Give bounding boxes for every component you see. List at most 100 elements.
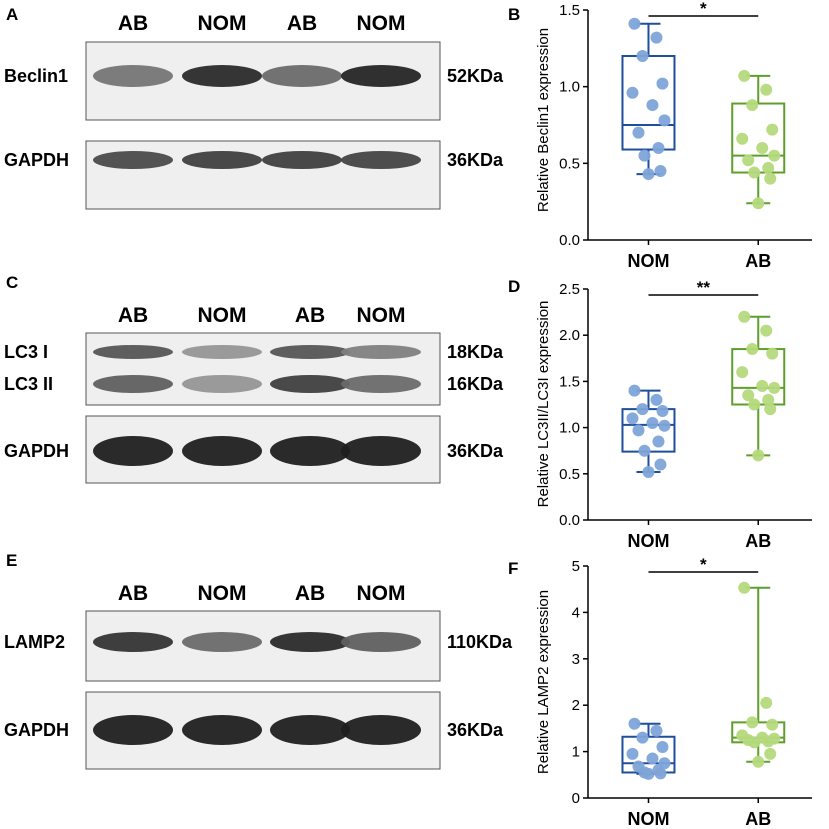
y-axis-label: Relative LC3II/LC3I expression [535, 301, 552, 508]
box-nom [621, 17, 676, 181]
data-point [742, 154, 755, 167]
panel-label-a: A [6, 5, 18, 24]
western-blots: AB NOM AB NOM Beclin1 52KDa GAPDH 36KDa AB NOM AB N… [4, 12, 513, 770]
data-point [768, 381, 781, 394]
data-point [746, 343, 759, 356]
data-point [654, 458, 667, 471]
panel-label-e: E [6, 551, 17, 570]
y-axis-label: Relative Beclin1 expression [535, 28, 552, 212]
blot-band [341, 345, 421, 359]
x-category-label: NOM [627, 251, 669, 271]
data-point [632, 126, 645, 139]
blot-band [270, 715, 350, 745]
blot-band [182, 345, 262, 359]
box-ab [731, 310, 786, 462]
y-tick-label: 0.0 [559, 512, 580, 529]
data-point [638, 149, 651, 162]
data-point [626, 747, 639, 760]
data-point [626, 86, 639, 99]
x-category-label: NOM [627, 809, 669, 829]
data-point [656, 740, 669, 753]
blot-band [182, 375, 262, 393]
data-point [654, 767, 667, 780]
box-ab [731, 581, 786, 768]
protein-label: GAPDH [4, 150, 69, 170]
data-point [628, 384, 641, 397]
lane-label: AB [295, 582, 325, 605]
blot-band [262, 65, 342, 87]
x-category-label: AB [745, 531, 771, 551]
data-point [764, 403, 777, 416]
x-category-label: AB [745, 809, 771, 829]
protein-label: LC3 I [4, 342, 48, 362]
data-point [628, 717, 641, 730]
data-point [746, 716, 759, 729]
protein-label: GAPDH [4, 441, 69, 461]
y-tick-label: 5 [572, 558, 580, 575]
y-tick-label: 1.5 [559, 2, 580, 19]
data-point [636, 403, 649, 416]
blot-panel-c: AB NOM AB NOM LC3 I 18KDa LC3 II 16KDa GAPDH 36KD… [4, 304, 504, 484]
blot-band [341, 632, 421, 652]
y-tick-label: 4 [572, 604, 580, 621]
y-tick-label: 0.5 [559, 466, 580, 483]
protein-label: LC3 II [4, 374, 53, 394]
chart-b: 0.0 0.5 1.0 1.5 NOM AB Relative Beclin1 expres… [535, 0, 812, 271]
data-point [628, 17, 641, 30]
data-point [762, 161, 775, 174]
panel-label-c: C [6, 273, 18, 292]
panel-label-f: F [508, 559, 518, 578]
blot-band [341, 375, 421, 393]
blot-band [341, 65, 421, 87]
blot-band [93, 345, 173, 359]
lane-label: NOM [198, 304, 247, 327]
data-point [638, 444, 651, 457]
data-point [658, 419, 671, 432]
data-point [742, 389, 755, 402]
data-point [632, 424, 645, 437]
data-point [646, 416, 659, 429]
blot-band [182, 436, 262, 466]
molecular-weight-label: 18KDa [447, 342, 504, 362]
data-point [738, 310, 751, 323]
data-point [762, 393, 775, 406]
lane-label: AB [118, 582, 148, 605]
data-point [656, 77, 669, 90]
y-tick-label: 2.0 [559, 327, 580, 344]
data-point [642, 767, 655, 780]
box-nom [621, 384, 676, 478]
y-tick-label: 1 [572, 744, 580, 761]
data-point [768, 149, 781, 162]
blot-band [270, 345, 350, 359]
data-point [752, 755, 765, 768]
y-tick-label: 1.5 [559, 373, 580, 390]
data-point [652, 435, 665, 448]
blot-band [270, 436, 350, 466]
blot-band [341, 151, 421, 169]
data-point [650, 724, 663, 737]
panel-label-b: B [508, 5, 520, 24]
data-point [762, 735, 775, 748]
lane-label: AB [287, 12, 317, 35]
blot-band [270, 632, 350, 652]
data-point [766, 718, 779, 731]
data-point [746, 99, 759, 112]
data-point [748, 398, 761, 411]
y-axis-label: Relative LAMP2 expression [535, 590, 552, 774]
lane-label: NOM [357, 12, 406, 35]
molecular-weight-label: 110KDa [447, 632, 513, 652]
data-point [650, 31, 663, 44]
box-ab [731, 69, 786, 210]
blot-band [341, 715, 421, 745]
blot-band [182, 632, 262, 652]
data-point [656, 404, 669, 417]
blot-band [93, 375, 173, 393]
data-point [752, 449, 765, 462]
box-plots: 0.0 0.5 1.0 1.5 NOM AB Relative Beclin1 expres… [535, 0, 812, 829]
molecular-weight-label: 36KDa [447, 720, 504, 740]
blot-band [93, 65, 173, 87]
data-point [626, 412, 639, 425]
blot-band [182, 715, 262, 745]
protein-label: GAPDH [4, 720, 69, 740]
lane-label: AB [118, 12, 148, 35]
